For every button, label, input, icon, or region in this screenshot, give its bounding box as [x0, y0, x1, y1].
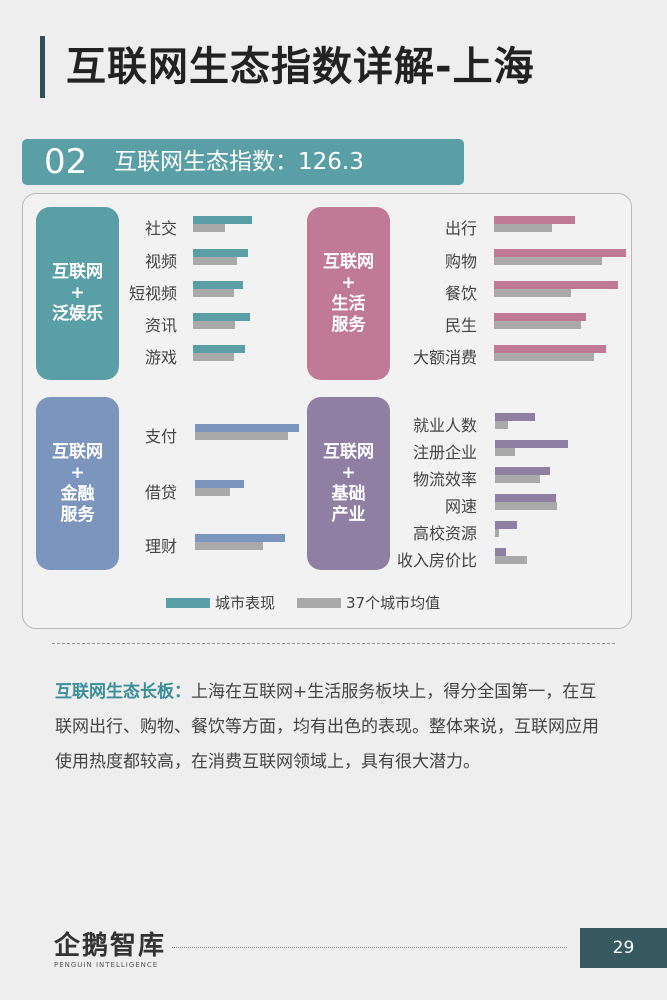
legend-label-avg: 37个城市均值 [346, 594, 441, 612]
category-box-text: 互联网 [52, 262, 103, 282]
category-label: 资讯 [144, 316, 177, 335]
city-bar [495, 521, 518, 529]
category-box-text: 产业 [331, 504, 366, 525]
city-bar [494, 249, 626, 257]
category-box: 互联网 + 泛娱乐 [36, 207, 119, 380]
category-label: 物流效率 [412, 470, 477, 489]
category-label: 支付 [144, 427, 177, 446]
avg-bar [193, 289, 234, 297]
avg-bar [193, 224, 226, 232]
category-label: 借贷 [144, 483, 177, 502]
avg-bar [495, 556, 527, 564]
city-bar [195, 480, 244, 488]
page-number: 29 [580, 928, 667, 968]
city-bar [495, 467, 551, 475]
avg-bar [494, 321, 582, 329]
category-box-text: 互联网 [323, 251, 374, 272]
logo-subtitle: PENGUIN INTELLIGENCE [54, 961, 159, 969]
category-box-text: + [341, 272, 356, 293]
summary-text: 上海在互联网+生活服务板块上，得分全国第一，在互联网出行、购物、餐饮等方面，均有… [55, 682, 599, 772]
category-box-text: + [341, 462, 356, 483]
category-label: 社交 [144, 219, 177, 238]
category-label: 就业人数 [412, 416, 477, 435]
legend-swatch-avg [297, 598, 341, 608]
category-label: 大额消费 [412, 348, 477, 367]
category-label: 注册企业 [412, 443, 477, 462]
category-label: 视频 [144, 252, 177, 271]
section-number: 02 [44, 142, 88, 182]
category-label: 收入房价比 [396, 551, 477, 570]
city-bar [494, 281, 619, 289]
category-box-text: 金融 [60, 483, 95, 504]
avg-bar [193, 321, 235, 329]
city-bar [193, 281, 244, 289]
category-label: 游戏 [144, 348, 177, 367]
category-box: 互联网 + 基础 产业 [307, 397, 390, 570]
avg-bar [495, 475, 540, 483]
title-accent-bar [40, 36, 45, 98]
category-label: 出行 [444, 219, 477, 238]
avg-bar [494, 353, 595, 361]
avg-bar [494, 224, 553, 232]
avg-bar [494, 257, 603, 265]
city-bar [193, 216, 252, 224]
city-bar [495, 440, 568, 448]
category-label: 理财 [144, 537, 177, 556]
avg-bar [495, 502, 558, 510]
avg-bar [495, 529, 499, 537]
avg-bar [495, 421, 509, 429]
category-label: 购物 [444, 252, 477, 271]
ecosystem-index-label: 互联网生态指数：126.3 [114, 149, 364, 175]
city-bar [495, 494, 556, 502]
category-box-text: 泛娱乐 [52, 304, 103, 324]
category-box-text: 服务 [331, 314, 366, 335]
avg-bar [494, 289, 571, 297]
category-box-text: 互联网 [52, 441, 103, 462]
penguin-logo: 企鹅智库 [54, 931, 167, 961]
category-label: 短视频 [128, 284, 177, 303]
city-bar [195, 534, 286, 542]
city-bar [195, 424, 299, 432]
category-label: 餐饮 [444, 284, 477, 303]
city-bar [494, 216, 575, 224]
city-bar [193, 249, 249, 257]
category-box-text: 生活 [331, 293, 366, 314]
summary-paragraph: 互联网生态长板：上海在互联网+生活服务板块上，得分全国第一，在互联网出行、购物、… [55, 675, 613, 780]
avg-bar [193, 257, 237, 265]
category-box-text: + [70, 462, 85, 483]
city-bar [495, 413, 535, 421]
category-box-text: + [70, 283, 85, 303]
legend-swatch-city [166, 598, 210, 608]
category-label: 民生 [444, 316, 477, 335]
legend-label-city: 城市表现 [215, 594, 276, 612]
city-bar [193, 345, 246, 353]
category-box-text: 基础 [331, 483, 366, 504]
avg-bar [495, 448, 515, 456]
city-bar [494, 313, 587, 321]
city-bar [495, 548, 506, 556]
category-label: 网速 [444, 497, 477, 516]
avg-bar [195, 542, 263, 550]
city-bar [193, 313, 250, 321]
avg-bar [195, 488, 231, 496]
divider [52, 643, 615, 644]
index-banner: 02 互联网生态指数：126.3 [22, 139, 464, 185]
avg-bar [195, 432, 288, 440]
category-box-text: 互联网 [323, 441, 374, 462]
summary-highlight: 互联网生态长板： [55, 682, 191, 702]
footer-dotted-line [172, 947, 567, 948]
category-box-text: 服务 [60, 504, 95, 525]
category-label: 高校资源 [412, 524, 477, 543]
category-box: 互联网 + 生活 服务 [307, 207, 390, 380]
page-title: 互联网生态指数详解-上海 [66, 44, 535, 90]
category-box: 互联网 + 金融 服务 [36, 397, 119, 570]
avg-bar [193, 353, 234, 361]
city-bar [494, 345, 607, 353]
